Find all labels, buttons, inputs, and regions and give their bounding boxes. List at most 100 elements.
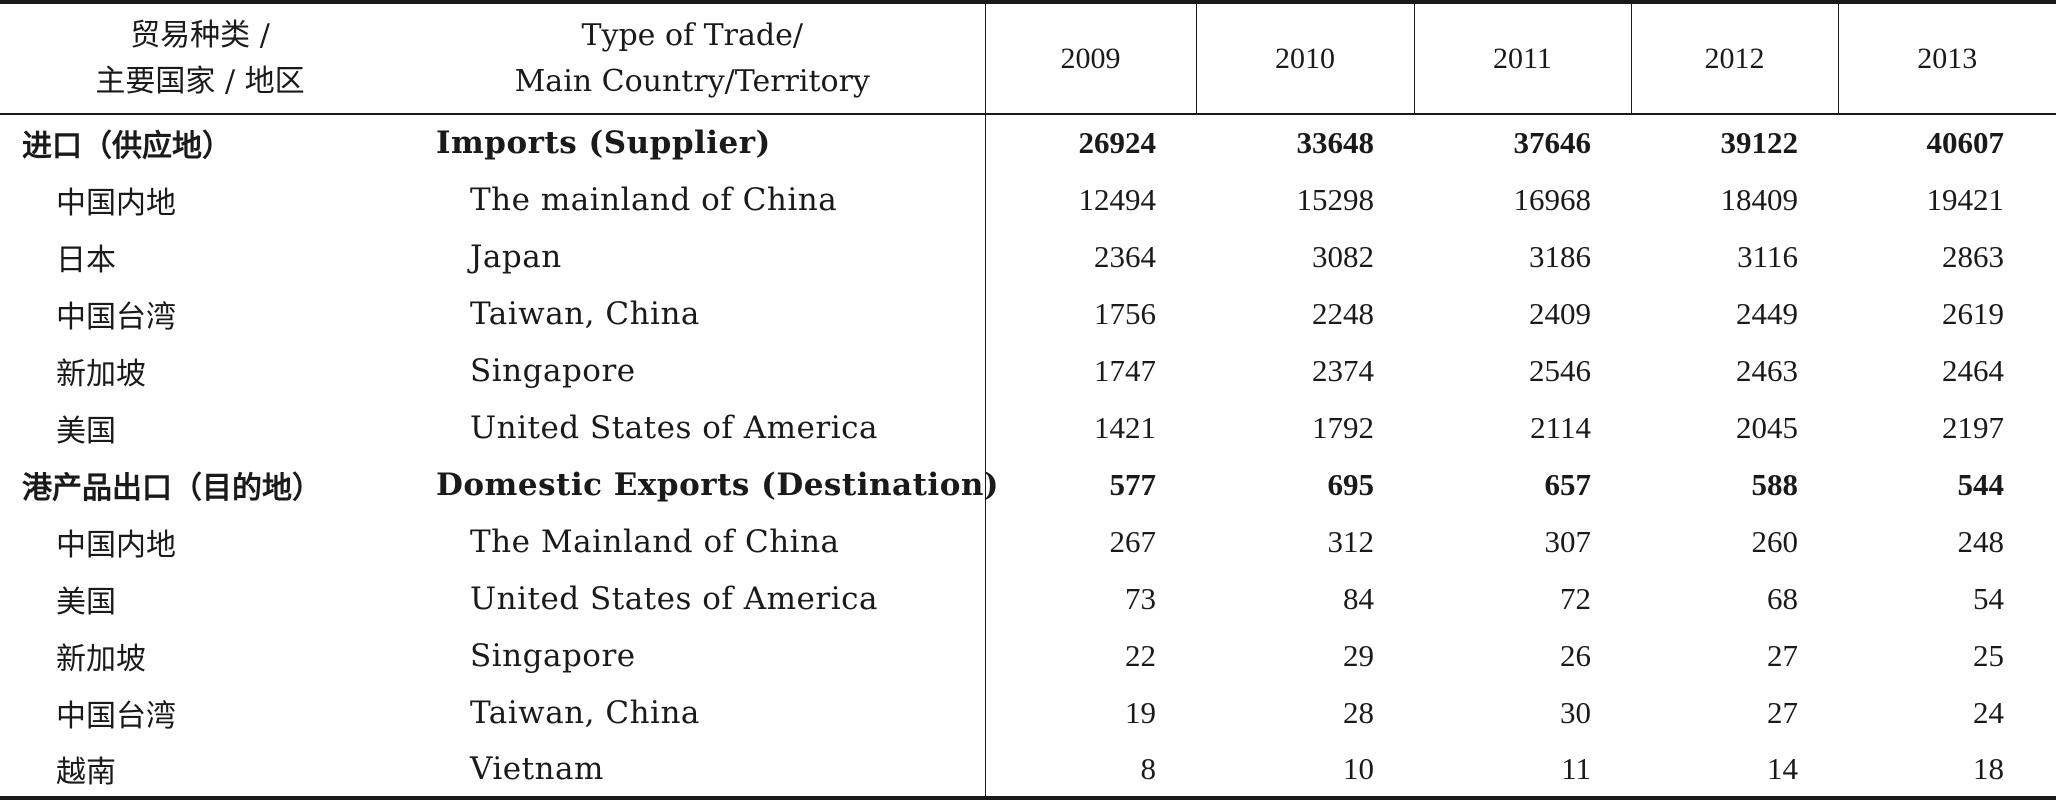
cell-2013: 248 (1957, 523, 2005, 559)
row-english-label: The Mainland of China (470, 523, 840, 560)
cell-2012: 14 (1767, 750, 1798, 786)
cell-2009: 267 (984, 513, 1196, 570)
row-english-label: Singapore (470, 637, 636, 674)
cell-2012: 2449 (1736, 295, 1798, 331)
cell-2010: 84 (1343, 580, 1374, 616)
cell-2011: 657 (1544, 466, 1592, 502)
cell-2010: 10 (1343, 750, 1374, 786)
cell-2011: 2546 (1529, 352, 1591, 388)
cell-2010: 2248 (1312, 295, 1374, 331)
header-en-line1: Type of Trade/ (581, 17, 803, 53)
table-body: 进口（供应地） Imports (Supplier) 26924 33648 3… (0, 114, 2056, 798)
row-chinese-label: 中国台湾 (56, 698, 176, 734)
row-chinese-label: 中国台湾 (56, 299, 176, 335)
header-cn-line2: 主要国家 / 地区 (95, 63, 305, 99)
cell-2009: 8 (984, 741, 1196, 798)
cell-2012: 27 (1767, 694, 1798, 730)
cell-2010: 3082 (1312, 238, 1374, 274)
cell-2012: 2045 (1736, 409, 1798, 445)
row-english-label: Taiwan, China (470, 295, 700, 332)
cell-2013: 24 (1973, 694, 2004, 730)
cell-2010: 312 (1327, 523, 1375, 559)
cell-2009: 22 (984, 627, 1196, 684)
cell-2013: 2197 (1942, 409, 2004, 445)
table-row: 新加坡 Singapore 22 29 26 27 25 (0, 627, 2056, 684)
row-chinese-label: 越南 (56, 754, 116, 790)
row-chinese-label: 日本 (56, 242, 116, 278)
row-chinese-label: 进口（供应地） (22, 129, 232, 164)
header-year-2011: 2011 (1413, 2, 1631, 115)
cell-2011: 16968 (1513, 181, 1592, 217)
cell-2013: 18 (1973, 750, 2004, 786)
cell-2011: 2409 (1529, 295, 1591, 331)
row-english-label: Vietnam (470, 750, 604, 787)
header-year-2009: 2009 (984, 2, 1196, 115)
cell-2011: 307 (1544, 523, 1592, 559)
cell-2009: 19 (984, 684, 1196, 741)
table-row: 日本 Japan 2364 3082 3186 3116 2863 (0, 228, 2056, 285)
table-row: 中国台湾 Taiwan, China 19 28 30 27 24 (0, 684, 2056, 741)
cell-2012: 3116 (1737, 238, 1798, 274)
cell-2010: 695 (1327, 466, 1375, 502)
table-row: 中国内地 The Mainland of China 267 312 307 2… (0, 513, 2056, 570)
cell-2013: 2619 (1942, 295, 2004, 331)
cell-2011: 11 (1561, 750, 1591, 786)
cell-2009: 577 (984, 456, 1196, 513)
cell-2013: 40607 (1926, 125, 2005, 160)
cell-2009: 12494 (984, 171, 1196, 228)
table-header: 贸易种类 / 主要国家 / 地区 Type of Trade/ Main Cou… (0, 2, 2056, 115)
cell-2012: 68 (1767, 580, 1798, 616)
row-chinese-label: 中国内地 (56, 185, 176, 221)
row-chinese-label: 新加坡 (56, 641, 146, 677)
cell-2009: 1747 (984, 342, 1196, 399)
row-english-label: United States of America (470, 409, 878, 446)
row-chinese-label: 新加坡 (56, 356, 146, 392)
row-english-label: Singapore (470, 352, 636, 389)
header-row: 贸易种类 / 主要国家 / 地区 Type of Trade/ Main Cou… (0, 2, 2056, 115)
cell-2009: 26924 (984, 114, 1196, 171)
cell-2011: 30 (1560, 694, 1591, 730)
cell-2012: 18409 (1720, 181, 1799, 217)
header-english-label: Type of Trade/ Main Country/Territory (400, 2, 985, 115)
cell-2012: 27 (1767, 637, 1798, 673)
row-chinese-label: 中国内地 (56, 527, 176, 563)
table-row-imports-total: 进口（供应地） Imports (Supplier) 26924 33648 3… (0, 114, 2056, 171)
table-row: 越南 Vietnam 8 10 11 14 18 (0, 741, 2056, 798)
cell-2012: 588 (1751, 466, 1799, 502)
cell-2012: 2463 (1736, 352, 1798, 388)
cell-2009: 1421 (984, 399, 1196, 456)
table-row: 中国内地 The mainland of China 12494 15298 1… (0, 171, 2056, 228)
cell-2009: 1756 (984, 285, 1196, 342)
cell-2013: 54 (1973, 580, 2004, 616)
row-english-label: The mainland of China (470, 181, 838, 218)
cell-2012: 260 (1751, 523, 1799, 559)
table-row: 中国台湾 Taiwan, China 1756 2248 2409 2449 2… (0, 285, 2056, 342)
cell-2010: 28 (1343, 694, 1374, 730)
header-cn-line1: 贸易种类 / (130, 17, 270, 53)
row-english-label: United States of America (470, 580, 878, 617)
cell-2011: 26 (1560, 637, 1591, 673)
cell-2009: 73 (984, 570, 1196, 627)
header-year-2012: 2012 (1630, 2, 1838, 115)
row-english-label: Domestic Exports (Destination) (436, 466, 1000, 503)
cell-2013: 19421 (1926, 181, 2005, 217)
row-english-label: Taiwan, China (470, 694, 700, 731)
table-row: 美国 United States of America 1421 1792 21… (0, 399, 2056, 456)
table-row: 新加坡 Singapore 1747 2374 2546 2463 2464 (0, 342, 2056, 399)
cell-2012: 39122 (1720, 125, 1799, 160)
header-year-2013: 2013 (1837, 2, 2056, 115)
row-chinese-label: 港产品出口（目的地） (22, 470, 322, 506)
cell-2010: 2374 (1312, 352, 1374, 388)
row-chinese-label: 美国 (56, 413, 116, 449)
cell-2013: 544 (1957, 466, 2005, 502)
table-row-domestic-exports-total: 港产品出口（目的地） Domestic Exports (Destination… (0, 456, 2056, 513)
cell-2011: 3186 (1529, 238, 1591, 274)
header-en-line2: Main Country/Territory (514, 63, 870, 99)
cell-2011: 2114 (1530, 409, 1591, 445)
table-row: 美国 United States of America 73 84 72 68 … (0, 570, 2056, 627)
cell-2013: 25 (1973, 637, 2004, 673)
cell-2011: 72 (1560, 580, 1591, 616)
header-year-2010: 2010 (1195, 2, 1414, 115)
